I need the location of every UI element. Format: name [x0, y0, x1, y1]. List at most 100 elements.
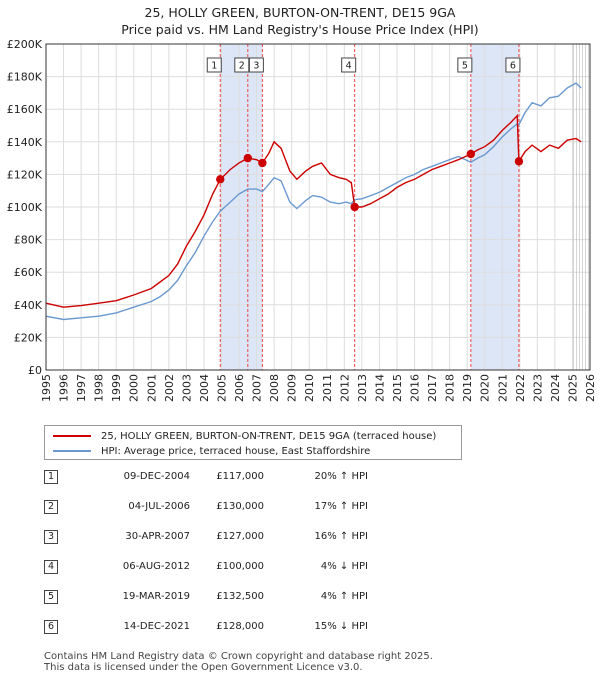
- sale-marker: [216, 175, 225, 184]
- sale-number-badge: 6: [44, 620, 58, 634]
- sale-row: 5 19-MAR-2019 £132,500 4% ↑ HPI: [44, 589, 444, 607]
- hpi-line: [45, 82, 582, 321]
- x-tick-label: 2011: [321, 374, 334, 402]
- y-tick-label: £20K: [14, 331, 43, 344]
- sale-number-badge: 5: [44, 590, 58, 604]
- sale-price: £100,000: [216, 561, 264, 572]
- y-tick-label: £40K: [14, 299, 43, 312]
- y-tick-label: £100K: [7, 201, 43, 214]
- legend-item-property: 25, HOLLY GREEN, BURTON-ON-TRENT, DE15 9…: [53, 429, 436, 443]
- sale-hpi-change: 17% ↑ HPI: [314, 501, 368, 512]
- chart-title: 25, HOLLY GREEN, BURTON-ON-TRENT, DE15 9…: [144, 5, 456, 20]
- sale-number-badge: 1: [44, 470, 58, 484]
- plot-frame: [45, 43, 591, 371]
- sale-number-box: [248, 57, 264, 73]
- footer-line-copyright: Contains HM Land Registry data © Crown c…: [44, 651, 433, 662]
- x-tick-label: 2012: [338, 374, 351, 402]
- y-tick-label: £0: [28, 364, 42, 377]
- sale-marker: [514, 157, 524, 166]
- x-tick-label: 2014: [373, 374, 386, 402]
- sale-hpi-change: 15% ↓ HPI: [314, 621, 368, 632]
- x-tick-label: 2005: [215, 374, 228, 402]
- x-tick-label: 2013: [356, 374, 369, 402]
- sale-number-box: [457, 57, 473, 73]
- x-tick-label: 2024: [549, 374, 562, 402]
- x-tick-label: 1999: [110, 374, 123, 402]
- y-tick-label: £120K: [7, 168, 43, 181]
- x-tick-label: 1996: [58, 374, 71, 402]
- sale-number-badge: 2: [44, 500, 58, 514]
- sale-row: 2 04-JUL-2006 £130,000 17% ↑ HPI: [44, 499, 444, 517]
- legend-label-hpi: HPI: Average price, terraced house, East…: [101, 445, 371, 457]
- sale-hpi-change: 4% ↑ HPI: [320, 591, 368, 602]
- legend: 25, HOLLY GREEN, BURTON-ON-TRENT, DE15 9…: [44, 425, 462, 460]
- sale-number-label: 6: [510, 61, 516, 72]
- sale-date: 19-MAR-2019: [122, 591, 190, 602]
- x-tick-label: 1998: [93, 374, 106, 402]
- y-tick-label: £80K: [14, 234, 43, 247]
- x-tick-label: 2017: [426, 374, 439, 402]
- sale-marker: [350, 202, 359, 212]
- sale-date: 14-DEC-2021: [123, 621, 190, 632]
- sale-price: £130,000: [216, 501, 264, 512]
- sale-number-box: [234, 57, 250, 73]
- x-tick-label: 2023: [531, 374, 544, 402]
- x-tick-label: 2002: [163, 374, 176, 402]
- legend-label-property: 25, HOLLY GREEN, BURTON-ON-TRENT, DE15 9…: [101, 430, 437, 442]
- x-tick-label: 2020: [479, 374, 492, 402]
- sale-marker: [466, 149, 476, 159]
- x-tick-label: 2008: [268, 374, 281, 402]
- sale-date: 04-JUL-2006: [128, 501, 190, 512]
- sale-hpi-change: 20% ↑ HPI: [314, 471, 368, 482]
- x-tick-label: 2007: [251, 374, 264, 402]
- x-tick-label: 1995: [40, 374, 53, 402]
- chart-subtitle: Price paid vs. HM Land Registry's House …: [121, 22, 479, 37]
- sale-number-box: [206, 57, 222, 73]
- sale-number-label: 2: [239, 61, 245, 72]
- y-tick-label: £160K: [7, 103, 43, 116]
- y-tick-label: £60K: [14, 266, 43, 279]
- x-tick-label: 2019: [461, 374, 474, 402]
- sale-date: 30-APR-2007: [125, 531, 190, 542]
- sale-row: 4 06-AUG-2012 £100,000 4% ↓ HPI: [44, 559, 444, 577]
- x-tick-label: 2026: [584, 374, 597, 402]
- y-tick-label: £140K: [7, 136, 43, 149]
- sale-number-badge: 4: [44, 560, 58, 574]
- property-line: [45, 114, 582, 308]
- sale-price: £117,000: [216, 471, 264, 482]
- sale-number-box: [505, 57, 521, 73]
- sale-row: 3 30-APR-2007 £127,000 16% ↑ HPI: [44, 529, 444, 547]
- sale-row: 6 14-DEC-2021 £128,000 15% ↓ HPI: [44, 619, 444, 637]
- sale-date: 06-AUG-2012: [122, 561, 190, 572]
- y-tick-label: £180K: [7, 71, 43, 84]
- sale-number-box: [341, 57, 357, 73]
- legend-item-hpi: HPI: Average price, terraced house, East…: [53, 444, 370, 458]
- sale-price: £127,000: [216, 531, 264, 542]
- footer-line-licence: This data is licensed under the Open Gov…: [44, 662, 363, 673]
- sale-price: £132,500: [216, 591, 264, 602]
- x-tick-label: 2018: [444, 374, 457, 402]
- x-tick-label: 2025: [566, 374, 579, 402]
- sale-date: 09-DEC-2004: [123, 471, 190, 482]
- x-tick-label: 2021: [496, 374, 509, 402]
- sale-row: 1 09-DEC-2004 £117,000 20% ↑ HPI: [44, 469, 444, 487]
- x-tick-label: 2009: [286, 374, 299, 402]
- sale-number-label: 1: [211, 61, 217, 72]
- sale-number-label: 5: [462, 61, 468, 72]
- x-tick-label: 2004: [198, 374, 211, 402]
- x-tick-label: 2016: [409, 374, 422, 402]
- legend-swatch-hpi: [53, 450, 91, 452]
- sale-number-label: 4: [346, 61, 352, 72]
- x-tick-label: 2015: [391, 374, 404, 402]
- chart-title-block: 25, HOLLY GREEN, BURTON-ON-TRENT, DE15 9…: [0, 4, 600, 38]
- x-tick-label: 2001: [145, 374, 158, 402]
- sale-hpi-change: 16% ↑ HPI: [314, 531, 368, 542]
- sale-number-badge: 3: [44, 530, 58, 544]
- sale-number-label: 3: [253, 61, 259, 72]
- x-tick-label: 2000: [128, 374, 141, 402]
- x-tick-label: 1997: [75, 374, 88, 402]
- legend-swatch-property: [53, 435, 91, 437]
- x-tick-label: 2010: [303, 374, 316, 402]
- x-tick-label: 2006: [233, 374, 246, 402]
